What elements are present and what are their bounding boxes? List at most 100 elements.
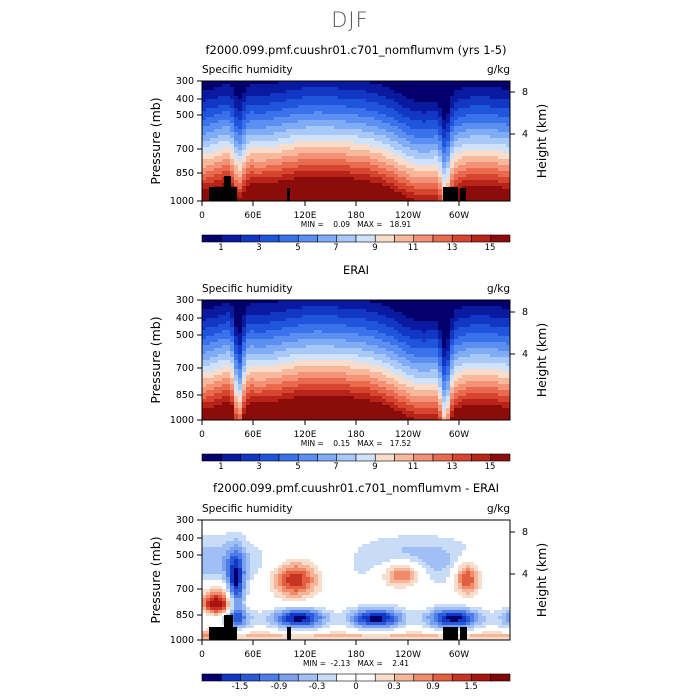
colorbar-label: 11 [408,243,419,253]
heatmap-cell [210,150,215,154]
heatmap-cell [394,99,399,103]
heatmap-cell [290,108,295,112]
heatmap-cell [454,309,459,313]
heatmap-cell [274,318,279,322]
heatmap-cell [286,111,291,115]
heatmap-cell [458,345,463,349]
heatmap-cell [410,171,415,175]
heatmap-cell [290,330,295,334]
heatmap-cell [362,360,367,364]
heatmap-cell [254,330,259,334]
heatmap-cell [222,174,227,178]
heatmap-cell [334,321,339,325]
heatmap-cell [266,105,271,109]
heatmap-cell [202,315,207,319]
heatmap-cell [342,324,347,328]
heatmap-cell [486,183,491,187]
heatmap-cell [382,186,387,190]
heatmap-cell [390,138,395,142]
heatmap-cell [386,105,391,109]
heatmap-cell [322,366,327,370]
heatmap-cell [382,300,387,304]
heatmap-cell [482,180,487,184]
heatmap-cell [490,84,495,88]
heatmap-cell [330,132,335,136]
heatmap-cell [218,174,223,178]
heatmap-cell [274,324,279,328]
heatmap-cell [358,93,363,97]
heatmap-cell [362,306,367,310]
heatmap-cell [398,321,403,325]
heatmap-cell [342,108,347,112]
heatmap-cell [398,189,403,193]
heatmap-cell [242,324,247,328]
heatmap-cell [318,360,323,364]
heatmap-cell [502,183,507,187]
heatmap-cell [442,141,447,145]
heatmap-cell [294,123,299,127]
heatmap-cell [210,87,215,91]
heatmap-cell [238,345,243,349]
heatmap-cell [254,93,259,97]
heatmap-cell [278,315,283,319]
heatmap-cell [406,102,411,106]
heatmap-cell [454,336,459,340]
heatmap-cell [466,174,471,178]
heatmap-cell [218,162,223,166]
heatmap-cell [346,186,351,190]
heatmap-cell [458,339,463,343]
heatmap-cell [398,153,403,157]
heatmap-cell [202,357,207,361]
heatmap-cell [454,126,459,130]
heatmap-cell [330,93,335,97]
heatmap-cell [482,144,487,148]
heatmap-cell [214,327,219,331]
heatmap-cell [394,366,399,370]
heatmap-cell [318,300,323,304]
heatmap-cell [290,303,295,307]
heatmap-cell [314,336,319,340]
heatmap-cell [502,162,507,166]
heatmap-cell [354,141,359,145]
heatmap-cell [498,369,503,373]
heatmap-cell [390,147,395,151]
heatmap-cell [426,369,431,373]
heatmap-cell [270,315,275,319]
heatmap-cell [462,345,467,349]
heatmap-cell [466,120,471,124]
heatmap-cell [338,342,343,346]
heatmap-cell [338,354,343,358]
heatmap-cell [250,153,255,157]
heatmap-cell [498,144,503,148]
heatmap-cell [454,360,459,364]
heatmap-cell [386,96,391,100]
heatmap-cell [438,96,443,100]
heatmap-cell [442,144,447,148]
heatmap-cell [386,174,391,178]
heatmap-cell [278,171,283,175]
heatmap-cell [314,171,319,175]
heatmap-cell [338,96,343,100]
heatmap-cell [426,336,431,340]
heatmap-cell [322,312,327,316]
heatmap-cell [454,147,459,151]
heatmap-cell [270,171,275,175]
heatmap-cell [214,105,219,109]
heatmap-cell [330,174,335,178]
heatmap-cell [398,327,403,331]
heatmap-cell [350,180,355,184]
heatmap-cell [282,189,287,193]
heatmap-cell [314,333,319,337]
heatmap-cell [414,87,419,91]
heatmap-cell [226,339,231,343]
heatmap-cell [442,345,447,349]
heatmap-cell [202,168,207,172]
stats-label: MIN = 0.09 MAX = 18.91 [301,220,412,229]
heatmap-cell [254,84,259,88]
heatmap-cell [370,123,375,127]
heatmap-cell [338,192,343,196]
heatmap-cell [402,303,407,307]
heatmap-cell [414,147,419,151]
heatmap-cell [266,87,271,91]
heatmap-cell [430,132,435,136]
